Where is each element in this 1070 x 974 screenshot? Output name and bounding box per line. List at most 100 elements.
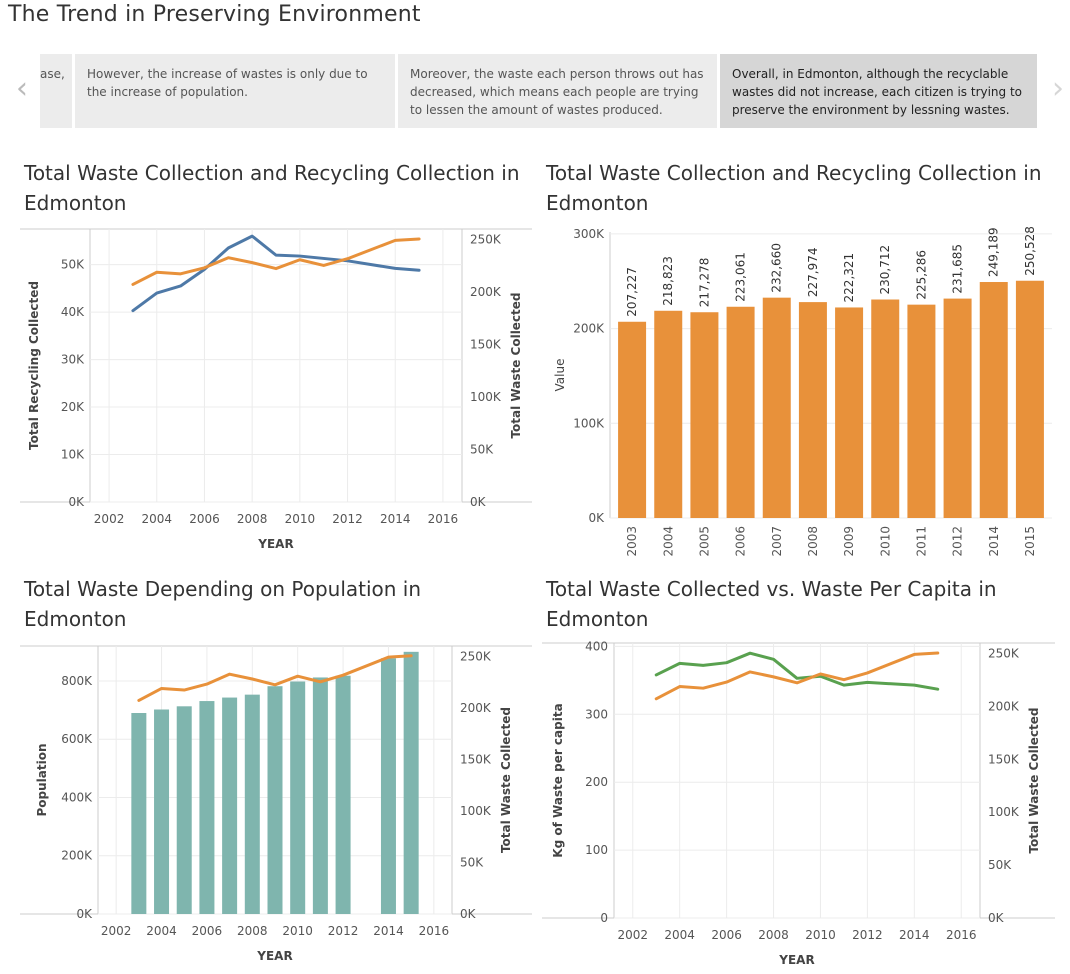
recycling-chart-right-tick-label: 100K (470, 390, 502, 404)
story-point-4-active[interactable]: Overall, in Edmonton, although the recyc… (720, 54, 1040, 128)
percapita-chart-right-tick-label: 250K (988, 647, 1020, 661)
waste-bar-data-label: 227,974 (806, 247, 820, 297)
population-chart-series-line-orange (137, 654, 413, 702)
waste-bar-data-label: 207,227 (625, 267, 639, 317)
waste-bar-data-label: 218,823 (661, 256, 675, 306)
chart-title-recycling-line: Total Waste Collection and Recycling Col… (24, 161, 520, 215)
percapita-chart-x-axis-title: YEAR (778, 953, 814, 967)
waste-bar-x-tick-label: 2010 (878, 526, 892, 557)
waste-bar (690, 312, 719, 518)
population-chart-x-tick-label: 2014 (373, 924, 404, 938)
population-chart-x-tick-label: 2004 (146, 924, 177, 938)
previous-story-point-icon[interactable]: ‹ (16, 71, 28, 106)
population-chart-population-bar (290, 681, 306, 914)
waste-bar (943, 298, 972, 518)
waste-bar-data-label: 231,685 (951, 244, 965, 294)
waste-bar-data-label: 232,660 (770, 243, 784, 293)
population-chart-population-bar (222, 697, 238, 914)
population-chart-population-bar (312, 677, 328, 914)
waste-bar-y-tick-label: 200K (573, 322, 605, 336)
story-point-3[interactable]: Moreover, the waste each person throws o… (398, 54, 720, 128)
story-navigator: ‹ ase, However, the increase of wastes i… (0, 52, 1070, 128)
recycling-chart-left-tick-label: 30K (61, 353, 85, 367)
percapita-chart-left-tick-label: 400 (585, 639, 608, 653)
percapita-chart-right-tick-label: 100K (988, 805, 1020, 819)
population-chart-population-bar (244, 694, 260, 914)
population-chart-left-tick-label: 600K (61, 732, 93, 746)
population-chart-right-tick-label: 0K (460, 907, 477, 921)
waste-bar-x-tick-label: 2005 (697, 526, 711, 557)
recycling-chart-x-tick-label: 2004 (141, 512, 172, 526)
waste-bar-data-label: 223,061 (734, 252, 748, 302)
percapita-chart-right-tick-label: 50K (988, 858, 1012, 872)
page-title: The Trend in Preserving Environment (8, 2, 421, 27)
population-chart-right-tick-label: 100K (460, 804, 492, 818)
story-point-1[interactable]: ase, (40, 54, 75, 128)
percapita-chart-right-tick-label: 0K (988, 911, 1005, 925)
population-chart-left-tick-label: 200K (61, 849, 93, 863)
waste-bar-x-tick-label: 2012 (951, 526, 965, 557)
chart-title-per-capita: Total Waste Collected vs. Waste Per Capi… (546, 577, 997, 631)
population-chart-population-bar (267, 686, 283, 914)
recycling-chart-x-tick-label: 2006 (189, 512, 220, 526)
waste-bar (871, 299, 900, 518)
waste-bar (798, 302, 827, 518)
recycling-chart-x-tick-label: 2008 (237, 512, 268, 526)
population-chart-population-bar (335, 675, 351, 914)
waste-bar-y-axis-title: Value (553, 359, 567, 392)
waste-bar-x-tick-label: 2003 (625, 526, 639, 557)
chart-title-population: Total Waste Depending on Population in E… (24, 577, 422, 631)
population-chart-population-bar (154, 709, 170, 914)
percapita-chart-left-axis-title: Kg of Waste per capita (551, 703, 565, 857)
percapita-chart-series-line-orange (654, 651, 940, 701)
recycling-chart-x-tick-label: 2012 (332, 512, 363, 526)
waste-bar-data-label: 250,528 (1023, 226, 1037, 276)
population-chart-x-axis-title: YEAR (256, 949, 292, 963)
waste-bar-x-tick-label: 2015 (1023, 526, 1037, 557)
population-chart-x-tick-label: 2006 (192, 924, 223, 938)
population-chart-x-tick-label: 2010 (282, 924, 313, 938)
percapita-chart-x-tick-label: 2014 (899, 928, 930, 942)
waste-bar-x-tick-label: 2014 (987, 526, 1001, 557)
waste-bar-y-tick-label: 300K (573, 227, 605, 241)
population-chart-left-tick-label: 800K (61, 674, 93, 688)
waste-bar-x-tick-label: 2004 (661, 526, 675, 557)
percapita-chart-left-tick-label: 300 (585, 707, 608, 721)
recycling-chart-series-line-blue (131, 234, 421, 313)
population-chart-right-axis-title: Total Waste Collected (499, 707, 513, 853)
population-chart-population-bar (380, 658, 396, 914)
population-chart-right-tick-label: 150K (460, 752, 492, 766)
population-chart-population-bar (199, 701, 215, 914)
waste-bar (654, 310, 683, 518)
population-chart-right-tick-label: 250K (460, 649, 492, 663)
waste-bar-data-label: 230,712 (878, 245, 892, 295)
population-chart-population-bar (403, 651, 419, 914)
recycling-chart-right-axis-title: Total Waste Collected (509, 292, 523, 438)
population-chart-right-tick-label: 200K (460, 701, 492, 715)
story-point-2[interactable]: However, the increase of wastes is only … (75, 54, 398, 128)
recycling-chart-x-tick-label: 2010 (285, 512, 316, 526)
percapita-chart-series-line-green (654, 651, 940, 691)
recycling-chart-x-tick-label: 2016 (428, 512, 459, 526)
chart-title-waste-bar: Total Waste Collection and Recycling Col… (546, 161, 1042, 215)
population-chart-population-bar (131, 713, 147, 914)
percapita-chart-x-tick-label: 2004 (664, 928, 695, 942)
recycling-chart-left-axis-title: Total Recycling Collected (27, 281, 41, 450)
percapita-chart-right-axis-title: Total Waste Collected (1027, 707, 1041, 853)
percapita-chart-left-tick-label: 200 (585, 775, 608, 789)
recycling-chart-right-tick-label: 50K (470, 443, 494, 457)
recycling-chart-x-axis-title: YEAR (257, 537, 293, 551)
recycling-chart-right-tick-label: 200K (470, 285, 502, 299)
waste-bar (762, 297, 791, 518)
waste-bar (907, 304, 936, 518)
waste-bar-x-tick-label: 2009 (842, 526, 856, 557)
percapita-chart-x-tick-label: 2008 (758, 928, 789, 942)
next-story-point-icon[interactable]: › (1052, 71, 1064, 106)
population-chart-right-tick-label: 50K (460, 855, 484, 869)
recycling-chart-left-tick-label: 40K (61, 305, 85, 319)
percapita-chart-right-tick-label: 200K (988, 699, 1020, 713)
waste-bar (1015, 280, 1044, 518)
population-chart-population-bar (176, 706, 192, 914)
waste-bar-x-tick-label: 2007 (770, 526, 784, 557)
